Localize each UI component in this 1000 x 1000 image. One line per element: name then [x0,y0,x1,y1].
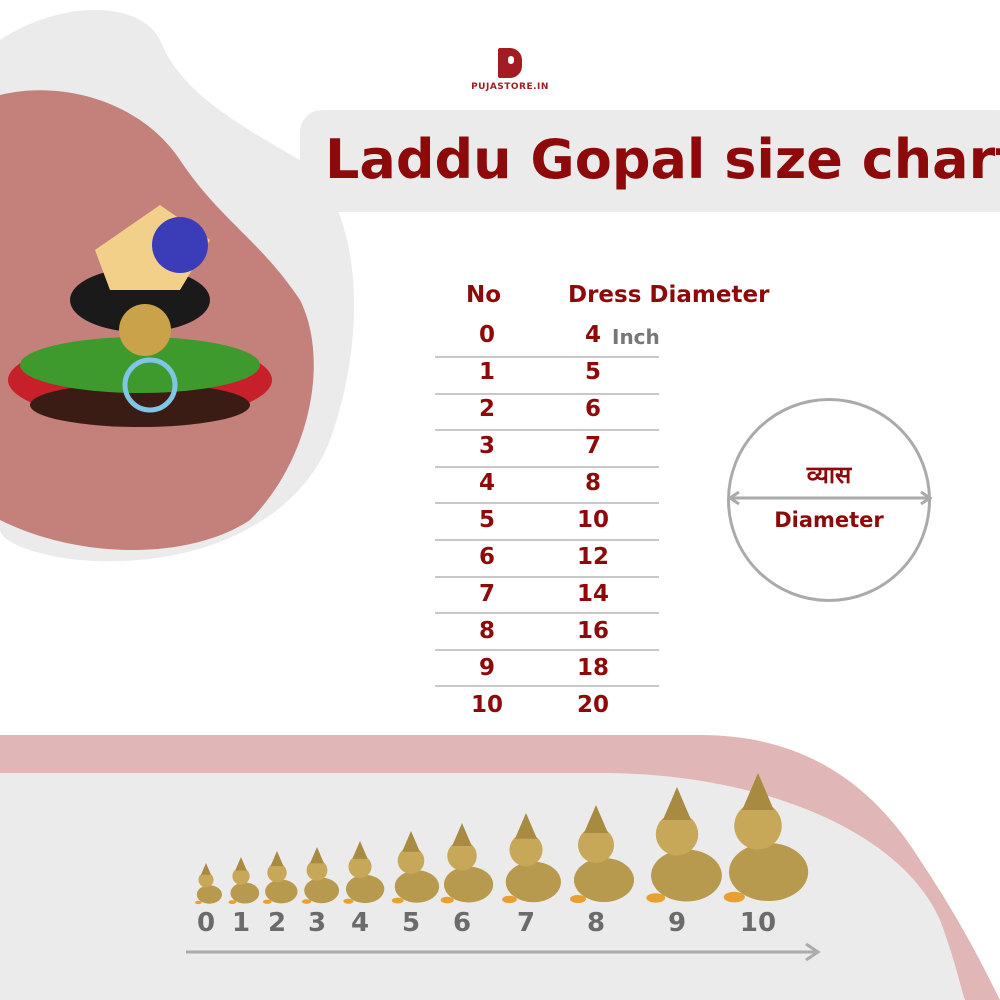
row-no: 9 [478,655,496,681]
size-label: 10 [739,908,777,938]
figurine [195,863,222,905]
size-label: 1 [231,908,251,938]
laddu-gopal-figurines [195,773,809,905]
diameter-arrow [727,490,933,506]
row-diameter: 8 [585,470,602,496]
row-no: 2 [478,396,496,422]
page-title: Laddu Gopal size chart [325,128,1000,191]
row-diameter: 14 [577,581,610,607]
size-label: 4 [350,908,370,938]
figurine [262,851,298,904]
row-no: 8 [478,618,496,644]
size-label: 8 [586,908,606,938]
unit-label: Inch [612,325,660,349]
brand-logo: PUJASTORE.IN [440,48,580,92]
row-divider [435,502,659,505]
diameter-english-label: Diameter [774,508,884,532]
size-label: 5 [401,908,421,938]
row-no: 4 [478,470,496,496]
figurine [646,787,722,903]
figurine [570,805,634,903]
row-no: 1 [478,359,496,385]
row-diameter: 12 [577,544,610,570]
header-no: No [466,282,502,308]
figurine [391,831,440,904]
row-diameter: 5 [585,359,602,385]
row-divider [435,392,659,395]
row-diameter: 16 [577,618,610,644]
size-label: 0 [196,908,216,938]
row-no: 3 [478,433,496,459]
row-divider [435,612,659,615]
figurine [502,813,561,904]
dressed-laddu-gopal-image [8,205,272,427]
row-divider [435,356,659,358]
size-label: 7 [516,908,536,938]
figurine [301,847,340,904]
row-divider [435,648,659,651]
brand-name: PUJASTORE.IN [471,82,549,92]
row-divider [435,465,659,468]
size-label: 3 [307,908,327,938]
size-arrow [186,942,821,962]
size-label: 6 [452,908,472,938]
figurine [440,823,494,904]
row-no: 6 [478,544,496,570]
row-diameter: 20 [577,692,610,718]
row-diameter: 4 [585,322,602,348]
title-banner [300,110,1000,212]
diameter-hindi-label: व्यास [806,461,852,489]
logo-mark [498,48,522,78]
size-label: 9 [667,908,687,938]
header-dress-diameter: Dress Diameter [568,282,770,308]
row-diameter: 18 [577,655,610,681]
row-divider [435,685,659,688]
size-label: 2 [267,908,287,938]
row-no: 10 [470,692,504,718]
row-diameter: 10 [577,507,610,533]
row-no: 0 [478,322,496,348]
figurine [343,841,385,904]
figurine [228,857,260,905]
row-divider [435,429,659,432]
row-no: 5 [478,507,496,533]
row-no: 7 [478,581,496,607]
row-divider [435,539,659,541]
row-diameter: 7 [585,433,602,459]
row-diameter: 6 [585,396,602,422]
row-divider [435,575,659,578]
figurine [723,773,809,903]
